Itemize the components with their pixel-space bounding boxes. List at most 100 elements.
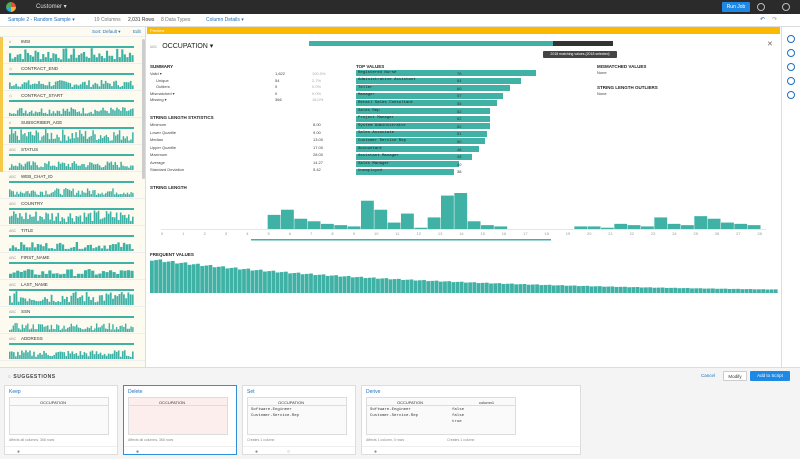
variant-dot-icon[interactable]: ● [136,449,140,455]
column-item[interactable]: ◷ CONTRACT_START [0,91,145,118]
length-tick: 21 [608,231,613,236]
help-icon[interactable] [782,3,790,11]
spark-bar [121,193,123,197]
spark-bar [41,271,45,278]
undo-icon[interactable]: ↶ [760,17,766,23]
frequent-bar [484,282,489,293]
column-item[interactable]: # IMSI [0,37,145,64]
spark-bar [118,130,121,143]
summary-label: Valid ▾ [150,71,162,76]
spark-bar [98,295,101,305]
top-value-bar[interactable] [356,146,480,152]
spark-bar [36,83,38,89]
modify-button[interactable]: Modify [723,371,747,381]
variant-dot-icon[interactable]: ● [374,449,378,455]
column-item[interactable]: ABC TITLE [0,226,145,253]
top-value-bar[interactable] [356,123,490,130]
spark-bar [124,323,127,332]
top-value-count: 55 [457,100,462,106]
column-list-scrollbar[interactable] [142,39,145,179]
add-to-script-button[interactable]: Add to Script [750,371,790,381]
variant-dot-icon[interactable]: ● [255,449,259,455]
column-item[interactable]: ABC STATUS [0,145,145,172]
column-item[interactable]: ABC COUNTRY [0,199,145,226]
suggestion-variants: ● [124,446,236,455]
spark-bar [95,57,98,62]
rail-icon-5[interactable] [787,91,795,99]
user-icon[interactable] [757,3,765,11]
top-value-bar[interactable] [356,85,511,92]
column-item[interactable]: # SUBSCRIBER_AGE [0,118,145,145]
spark-bar [84,270,88,278]
suggestion-card-set[interactable]: Set OCCUPATION Software-Engineer Customer-S… [242,385,356,455]
spark-bar [124,194,127,197]
top-value-bar[interactable] [356,92,503,99]
column-item[interactable]: ABC WEB_CHAT_ID [0,172,145,199]
column-item[interactable]: ABC SSN [0,307,145,334]
dataset-title[interactable]: Customer ▾ [36,4,67,10]
spark-bar [68,111,71,116]
spark-bar [86,327,89,332]
spark-bar [19,271,23,278]
column-item[interactable]: ABC FIRST_NAME [0,253,145,280]
frequent-bar [221,266,225,293]
frequent-bar [191,264,196,293]
rail-icon-3[interactable] [787,63,795,71]
top-value-bar[interactable] [356,153,472,160]
spark-bar [74,194,76,197]
spark-bar [82,51,86,62]
sort-selector[interactable]: Sort: Default ▾ [92,29,121,34]
column-title[interactable]: ABC OCCUPATION ▾ [150,42,213,50]
close-icon[interactable]: ✕ [767,41,773,48]
column-item[interactable]: ABC ADDRESS [0,334,145,361]
suggestion-card-keep[interactable]: Keep OCCUPATION Affects all columns, 366 r… [4,385,118,455]
spark-bar [119,356,122,359]
variant-dot-icon[interactable]: ○ [287,449,291,455]
spark-bar [113,217,116,224]
rail-icon-1[interactable] [787,35,795,43]
spark-bar [20,164,23,170]
frequent-bar [154,260,158,293]
preview-cell: Software-Engineer [251,408,292,412]
top-value-bar[interactable] [356,100,498,107]
selected-values-bar[interactable] [553,41,613,46]
stat-label: Maximum [150,152,168,157]
suggestion-card-derive[interactable]: Derive OCCUPATION column1 Software-Engineer… [361,385,581,455]
cancel-button[interactable]: Cancel [700,373,715,378]
spark-bar [120,292,123,305]
column-item[interactable]: ABC LAST_NAME [0,280,145,307]
edit-link[interactable]: Edit [133,29,141,34]
redo-icon[interactable]: ↷ [772,17,778,23]
spark-bar [112,109,114,116]
top-value-bar[interactable] [356,168,454,175]
top-value-bar[interactable] [356,108,490,114]
top-value-bar[interactable] [356,77,521,84]
top-value-bar[interactable] [356,115,490,122]
sample-selector[interactable]: Sample 2 - Random Sample ▾ [8,17,75,23]
string-length-histogram[interactable]: 0 1 2 3 4 5 6 7 8 9 10 11 12 13 14 15 16 17 18 19 20 21 22 23 24… [161,191,773,243]
length-tick: 5 [268,231,271,236]
spark-bar [127,214,130,224]
frequent-bar [166,261,171,293]
app-logo-icon[interactable] [6,2,16,12]
run-job-button[interactable]: Run Job [722,2,750,12]
top-value-bar[interactable] [356,70,536,76]
column-details-selector[interactable]: Column Details ▾ [206,17,244,23]
rail-icon-2[interactable] [787,49,795,57]
suggestion-card-delete[interactable]: Delete OCCUPATION Affects all columns, 366… [123,385,237,455]
top-value-label: Administrative Assistant [358,78,416,83]
spark-bar [44,57,47,62]
top-value-bar[interactable] [356,130,488,137]
spark-bar [52,300,55,305]
preview-column-name: OCCUPATION [278,399,305,405]
variant-dot-icon[interactable]: ● [17,449,21,455]
valid-values-bar[interactable] [309,41,613,46]
column-item[interactable]: ◷ CONTRACT_END [0,64,145,91]
spark-bar [60,140,62,143]
top-value-bar[interactable] [356,161,459,168]
spark-bar [57,301,60,305]
spark-bar [29,55,32,62]
top-value-bar[interactable] [356,138,485,145]
frequent-values-chart[interactable] [150,257,778,297]
rail-icon-4[interactable] [787,77,795,85]
